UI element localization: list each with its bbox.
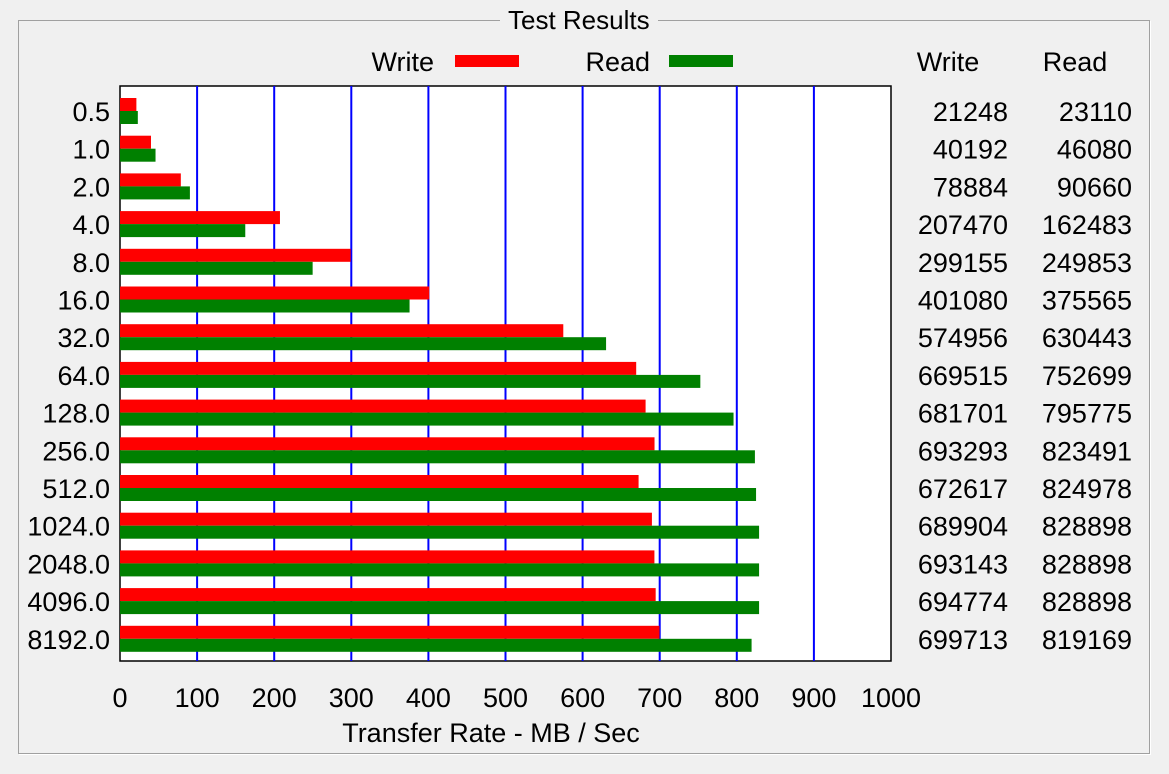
table-read-value: 819169 <box>1042 625 1132 655</box>
y-category-label: 64.0 <box>57 361 110 391</box>
table-write-value: 401080 <box>918 286 1008 316</box>
table-write-value: 299155 <box>918 248 1008 278</box>
table-write-value: 672617 <box>918 474 1008 504</box>
table-read-value: 828898 <box>1042 512 1132 542</box>
y-category-label: 1024.0 <box>27 512 110 542</box>
legend-read-swatch <box>669 55 733 67</box>
table-read-value: 752699 <box>1042 361 1132 391</box>
y-category-label: 256.0 <box>42 436 110 466</box>
table-read-value: 162483 <box>1042 210 1132 240</box>
group-title: Test Results <box>500 3 658 37</box>
x-axis-label: Transfer Rate - MB / Sec <box>342 718 640 748</box>
table-write-value: 574956 <box>918 323 1008 353</box>
y-category-label: 4096.0 <box>27 587 110 617</box>
table-read-value: 630443 <box>1042 323 1132 353</box>
bar-write <box>120 588 656 602</box>
bar-read <box>120 111 138 124</box>
bar-read <box>120 412 734 426</box>
legend-write-swatch <box>455 55 519 67</box>
table-read-value: 823491 <box>1042 436 1132 466</box>
bar-write <box>120 173 181 187</box>
table-write-value: 78884 <box>933 172 1008 202</box>
bar-read <box>120 299 410 313</box>
bar-read <box>120 638 752 652</box>
table-read-value: 828898 <box>1042 549 1132 579</box>
table-write-value: 40192 <box>933 135 1008 165</box>
y-category-label: 4.0 <box>72 210 110 240</box>
bar-write <box>120 625 660 639</box>
legend-write-label: Write <box>371 47 434 77</box>
table-read-value: 795775 <box>1042 399 1132 429</box>
table-header-write: Write <box>917 47 980 77</box>
table-write-value: 669515 <box>918 361 1008 391</box>
bar-write <box>120 399 646 413</box>
bar-write <box>120 248 351 262</box>
bar-read <box>120 525 760 539</box>
bar-write <box>120 437 655 451</box>
y-category-label: 2048.0 <box>27 549 110 579</box>
x-tick-label: 100 <box>175 683 220 713</box>
table-read-value: 46080 <box>1057 135 1132 165</box>
table-header-read: Read <box>1043 47 1108 77</box>
bar-write <box>120 512 652 526</box>
y-category-label: 2.0 <box>72 172 110 202</box>
bar-write <box>120 135 151 149</box>
table-read-value: 375565 <box>1042 286 1132 316</box>
x-tick-label: 700 <box>637 683 682 713</box>
table-read-value: 23110 <box>1059 97 1132 127</box>
bar-write <box>120 98 137 111</box>
x-tick-label: 300 <box>329 683 374 713</box>
table-read-value: 90660 <box>1057 172 1132 202</box>
x-tick-label: 200 <box>252 683 297 713</box>
bar-read <box>120 337 607 351</box>
bar-read <box>120 563 760 577</box>
bar-write <box>120 211 280 225</box>
table-write-value: 681701 <box>918 399 1008 429</box>
y-category-label: 128.0 <box>42 399 110 429</box>
x-tick-label: 900 <box>791 683 836 713</box>
bar-read <box>120 488 757 501</box>
bar-write <box>120 324 564 338</box>
y-category-label: 32.0 <box>57 323 110 353</box>
x-tick-label: 500 <box>483 683 528 713</box>
y-category-label: 16.0 <box>57 286 110 316</box>
x-tick-label: 400 <box>406 683 451 713</box>
table-write-value: 693293 <box>918 436 1008 466</box>
y-category-label: 8192.0 <box>27 625 110 655</box>
table-write-value: 694774 <box>918 587 1008 617</box>
table-write-value: 699713 <box>918 625 1008 655</box>
x-tick-label: 800 <box>714 683 759 713</box>
bar-write <box>120 550 655 564</box>
table-write-value: 693143 <box>918 549 1008 579</box>
values-table: 21248 23110 40192 46080 78884 90660 207470 1624… <box>918 97 1132 655</box>
table-write-value: 207470 <box>918 210 1008 240</box>
table-read-value: 828898 <box>1042 587 1132 617</box>
x-tick-label: 0 <box>112 683 127 713</box>
y-category-label: 1.0 <box>72 135 110 165</box>
y-category-label: 8.0 <box>72 248 110 278</box>
x-tick-label: 600 <box>560 683 605 713</box>
y-category-label: 512.0 <box>42 474 110 504</box>
bars <box>120 98 760 652</box>
x-tick-labels: 0 100 200 300 400 500 600 700 800 900 1000 <box>112 683 921 713</box>
table-read-value: 249853 <box>1042 248 1132 278</box>
bar-read <box>120 450 755 464</box>
bar-read <box>120 601 760 615</box>
x-tick-label: 1000 <box>861 683 921 713</box>
bar-write <box>120 475 639 488</box>
table-read-value: 824978 <box>1042 474 1132 504</box>
y-category-label: 0.5 <box>72 97 110 127</box>
bar-write <box>120 286 430 300</box>
bar-write <box>120 361 637 375</box>
bar-read <box>120 224 246 238</box>
bar-read <box>120 186 190 200</box>
bar-read <box>120 261 313 275</box>
bar-read <box>120 374 701 388</box>
table-write-value: 689904 <box>918 512 1008 542</box>
bar-read <box>120 148 156 162</box>
y-category-labels: 0.5 1.0 2.0 4.0 8.0 16.0 32.0 64.0 128.0 256.0 512… <box>27 97 110 655</box>
table-write-value: 21248 <box>933 97 1008 127</box>
legend-read-label: Read <box>585 47 650 77</box>
